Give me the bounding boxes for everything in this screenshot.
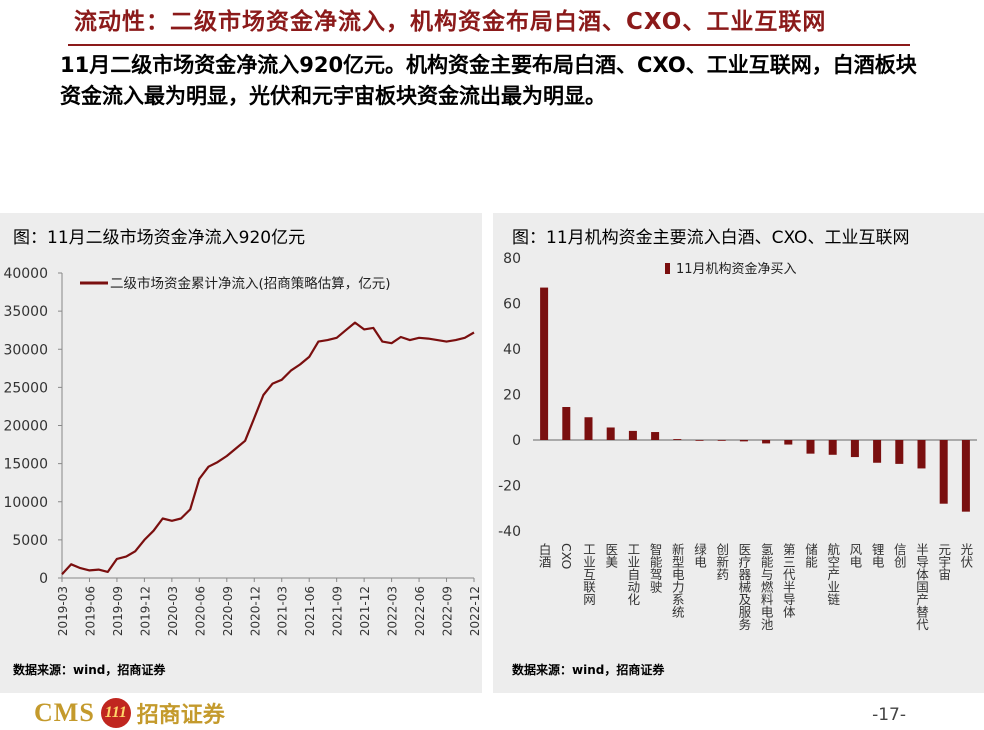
bar [762,440,771,444]
y-tick-label: -20 [498,479,521,495]
x-tick-label: 2020-03 [166,586,180,636]
x-tick-label: 航空产业链 [825,542,840,606]
right-chart-source: 数据来源：wind，招商证券 [512,663,665,677]
y-tick-label: 10000 [3,495,48,511]
bar [784,440,793,445]
logo-cms-text: CMS [34,698,95,727]
page-title: 流动性：二级市场资金净流入，机构资金布局白酒、CXO、工业互联网 [74,9,827,35]
line-chart: 0 5000 10000 15000 20000 25000 30000 35000 40000… [3,266,482,636]
x-tick-label: 氢能与燃料电池 [759,542,774,631]
x-tick-label: 创新药 [714,543,729,581]
y-tick-label: 20000 [3,419,48,435]
logo-badge-icon: 111 [100,698,131,728]
x-tick-label: 风电 [847,543,862,568]
x-tick-label: 2020-06 [193,586,207,636]
x-tick-label: 2019-12 [138,586,152,636]
bar [939,440,948,504]
bar [606,427,615,440]
x-tick-label: 2021-03 [276,586,290,636]
bar [961,440,970,512]
y-tick-label: 25000 [3,380,48,396]
bar [739,440,748,442]
logo-company-name: 招商证券 [136,702,225,728]
x-tick-label: 2021-06 [303,586,317,636]
right-chart-panel: 图：11月机构资金主要流入白酒、CXO、工业互联网 -40 -20 0 20 40 60 8… [493,213,984,693]
x-tick-label: 锂电 [870,542,885,568]
x-tick-label: 2020-12 [248,586,262,636]
y-tick-label: 40 [503,342,521,358]
bar [828,440,837,455]
bar [651,432,660,440]
legend-label: 二级市场资金累计净流入(招商策略估算，亿元) [110,275,391,292]
bar [717,440,726,441]
x-tick-label: 储能 [803,542,818,568]
y-tick-label: 0 [512,433,521,449]
right-chart-title: 图：11月机构资金主要流入白酒、CXO、工业互联网 [512,228,910,248]
x-tick-label: 2022-03 [386,586,400,636]
x-tick-label: 新型电力系统 [670,542,685,619]
x-tick-label: 元宇宙 [936,543,951,581]
page-subtitle: 11月二级市场资金净流入920亿元。机构资金主要布局白酒、CXO、工业互联网，白… [60,53,917,108]
y-tick-label: 20 [503,388,521,404]
x-tick-label: 白酒 [537,542,552,568]
y-tick-label: 30000 [3,342,48,358]
title-divider [68,44,910,46]
bar [628,430,637,440]
y-tick-label: 80 [503,251,521,267]
x-tick-label: 第三代半导体 [781,543,796,619]
x-tick-label: 信创 [892,543,907,568]
y-tick-label: 35000 [3,304,48,320]
x-tick-label: 工业自动化 [625,543,640,606]
x-tick-label: 2022-12 [468,586,482,636]
x-tick-label: 2022-09 [441,586,455,636]
bar-chart: -40 -20 0 20 40 60 80 白酒 CXO 工业互联网 医美 工业自动化 智能驾驶 新型电力… [498,251,977,631]
left-chart-title: 图：11月二级市场资金净流入920亿元 [13,228,306,248]
bar [850,440,859,458]
bar [873,440,882,463]
company-logo: CMS 111 招商证券 [34,697,225,729]
y-tick-label: 0 [39,571,48,587]
y-tick-label: 5000 [12,533,48,549]
x-tick-label: 2022-06 [413,586,427,636]
y-tick-label: 40000 [3,266,48,282]
x-tick-label: 光伏 [958,543,973,568]
x-tick-label: 工业互联网 [581,543,596,606]
x-tick-label: 绿电 [692,542,707,568]
page-number: -17- [872,705,906,725]
x-tick-label: 医疗器械及服务 [736,543,751,631]
x-tick-label: 2019-06 [83,586,97,636]
x-tick-label: CXO [559,543,574,569]
x-tick-label: 智能驾驶 [648,542,663,594]
y-tick-label: -40 [498,524,521,540]
bar [806,440,815,454]
x-tick-label: 2020-09 [221,586,235,636]
y-tick-label: 60 [503,297,521,313]
bar [562,407,571,440]
x-tick-label: 2021-09 [331,586,345,636]
bar [917,440,926,469]
x-tick-label: 2019-03 [56,586,70,636]
x-tick-label: 医美 [603,543,618,568]
bar [695,440,704,441]
series-line [61,321,475,575]
left-chart-source: 数据来源：wind，招商证券 [13,663,166,677]
bar [540,287,549,440]
left-chart-panel: 图：11月二级市场资金净流入920亿元 0 5000 10000 15000 20000… [0,213,482,693]
x-tick-label: 半导体国产替代 [914,543,929,631]
x-tick-label: 2021-12 [358,586,372,636]
legend-label: 11月机构资金净买入 [676,261,797,277]
legend-swatch [665,263,670,274]
y-tick-label: 15000 [3,457,48,473]
bar [895,440,904,464]
x-tick-label: 2019-09 [111,586,125,636]
bar [673,439,682,440]
bar [584,417,593,440]
